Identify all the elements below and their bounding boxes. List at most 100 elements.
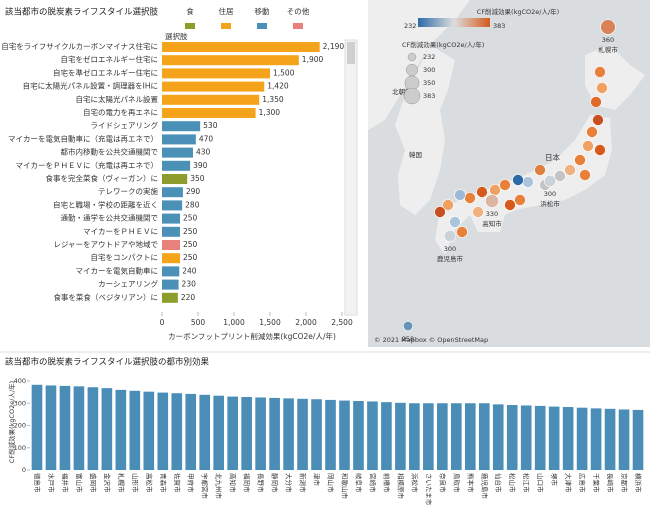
bar (604, 408, 616, 470)
map[interactable] (368, 0, 650, 347)
city-marker (456, 226, 468, 238)
bar (283, 398, 294, 470)
category-label: テレワークの実施 (98, 186, 158, 196)
value-label: 250 (183, 253, 198, 262)
value-label: 2,190 (323, 42, 345, 51)
bar (162, 147, 193, 158)
value-label: 290 (186, 187, 201, 196)
x-tick-label: 金沢市 (103, 473, 112, 493)
x-tick-label: 岐阜市 (354, 473, 363, 493)
x-tick-label: 盛岡市 (89, 473, 98, 493)
legend-label: 住居 (219, 6, 234, 16)
x-tick-label: 津市 (313, 473, 322, 487)
x-tick-label: 山形市 (131, 473, 140, 493)
size-legend-label: 232 (423, 53, 435, 61)
bar (311, 399, 322, 470)
bar (213, 395, 225, 470)
x-tick-label: 広島市 (578, 473, 587, 493)
bar (478, 403, 490, 470)
city-marker (464, 192, 476, 204)
bar (437, 403, 448, 470)
x-tick-label: 2,000 (295, 318, 317, 327)
bar (450, 403, 462, 470)
city-marker (472, 206, 484, 218)
bar (199, 394, 211, 470)
legend-swatch (221, 23, 231, 29)
bar (381, 402, 392, 470)
value-label: 250 (183, 240, 198, 249)
x-tick-label: 浜松市 (410, 473, 419, 493)
map-credit: © 2021 Mapbox © OpenStreetMap (374, 336, 488, 344)
category-label: 自宅を準ゼロエネルギー住宅に (53, 67, 158, 77)
legend-label: 移動 (255, 6, 270, 16)
bar (464, 403, 476, 470)
place-label: 北朝鮮 (392, 87, 412, 96)
x-tick-label: 前橋市 (382, 473, 391, 493)
x-tick-label: 宇都宮市 (201, 473, 210, 500)
y-tick-label: 300 (14, 399, 26, 407)
scroll-thumb[interactable] (347, 42, 355, 64)
category-label: 食事を完全菜食（ヴィーガン）に (46, 173, 159, 183)
bar (520, 405, 532, 470)
x-tick-label: 宮崎市 (368, 473, 377, 493)
bar (162, 174, 188, 184)
bar (185, 393, 197, 470)
bar (162, 108, 256, 118)
city-marker (522, 176, 534, 188)
city-marker (512, 174, 524, 186)
x-tick-label: 福井市 (61, 473, 70, 493)
x-tick-label: 青森市 (159, 473, 168, 493)
x-tick-label: 新潟市 (299, 473, 308, 493)
x-tick-label: 熊本市 (466, 473, 475, 493)
value-label: 470 (199, 134, 214, 143)
city-value: 300 (544, 190, 556, 198)
land (470, 215, 505, 232)
category-label: マイカーを電気自動車に (76, 265, 159, 275)
city-marker (449, 216, 461, 228)
x-tick-label: 富山市 (75, 473, 84, 493)
city-point (543, 174, 557, 188)
city-marker (582, 140, 594, 152)
place-label: 日本 (545, 152, 560, 162)
category-label: レジャーをアウトドアや地域で (53, 239, 158, 249)
value-label: 250 (183, 227, 198, 236)
x-tick-label: 500 (191, 318, 206, 327)
value-label: 230 (182, 280, 197, 289)
size-legend-circle (405, 63, 419, 77)
category-label: ライドシェアリング (91, 120, 159, 130)
bar (590, 408, 602, 470)
y-tick-label: 100 (14, 444, 26, 452)
x-tick-label: 札幌市 (117, 473, 126, 493)
value-label: 430 (196, 148, 211, 157)
bar (162, 279, 179, 290)
bar (353, 401, 364, 470)
color-legend-min: 232 (404, 22, 416, 30)
scrollbar[interactable] (344, 39, 358, 316)
city-marker (554, 170, 566, 182)
x-tick-label: 0 (160, 318, 165, 327)
bar (162, 226, 180, 237)
x-tick-label: 1,500 (259, 318, 281, 327)
bar (162, 42, 320, 52)
value-label: 220 (181, 293, 196, 302)
x-tick-label: 奈良市 (438, 473, 447, 493)
city-marker (504, 199, 516, 211)
x-tick-label: 千葉市 (592, 473, 601, 493)
bar (492, 404, 504, 470)
x-tick-label: 高知市 (229, 473, 238, 493)
x-tick-label: 堺市 (550, 473, 559, 487)
legend-label: 食 (186, 6, 194, 16)
value-label: 530 (203, 121, 218, 130)
bar (73, 386, 85, 470)
bar (162, 266, 180, 277)
category-label: 食事を菜食（ベジタリアン）に (53, 292, 158, 302)
category-label: 自宅に太陽光パネル設置・調理器をIHに (23, 81, 158, 91)
bar (395, 402, 406, 470)
bar (632, 409, 644, 470)
size-legend-label: 300 (423, 66, 435, 74)
x-tick-label: 福岡市 (243, 473, 252, 493)
city-marker (476, 186, 488, 198)
y-tick-label: 0 (22, 466, 26, 474)
size-legend-label: 383 (423, 92, 435, 100)
